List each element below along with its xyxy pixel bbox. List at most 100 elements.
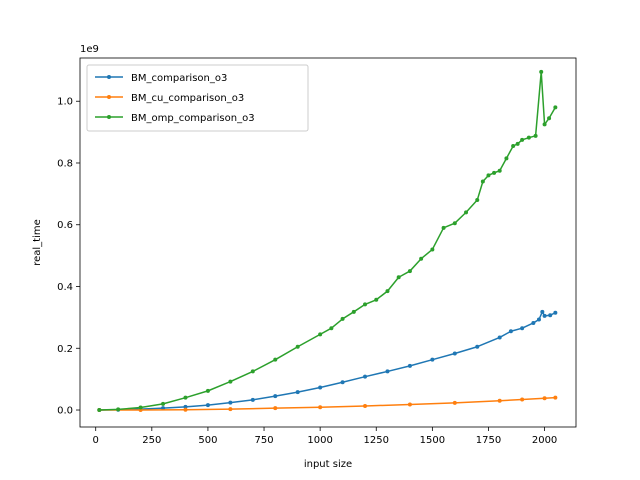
x-tick-label: 750 — [254, 435, 273, 446]
data-point — [385, 369, 390, 374]
data-point — [553, 310, 558, 315]
data-point — [452, 221, 457, 226]
x-tick-label: 500 — [198, 435, 217, 446]
series-BM_cu_comparison_o3 — [97, 395, 558, 413]
y-tick-label: 0.8 — [57, 158, 73, 169]
data-point — [250, 397, 255, 402]
data-point — [396, 275, 401, 280]
y-tick-label: 1.0 — [57, 97, 73, 108]
data-point — [520, 397, 525, 402]
data-point — [464, 210, 469, 215]
data-point — [542, 396, 547, 401]
data-point — [430, 357, 435, 362]
series-BM_comparison_o3 — [97, 309, 558, 413]
data-point — [363, 374, 368, 379]
data-point — [250, 369, 255, 374]
data-point — [97, 408, 102, 413]
legend-swatch-marker — [107, 115, 111, 119]
data-point — [295, 344, 300, 349]
data-point — [419, 256, 424, 261]
data-point — [407, 402, 412, 407]
legend-item: BM_cu_comparison_o3 — [95, 93, 244, 104]
data-point — [273, 357, 278, 362]
data-point — [531, 320, 536, 325]
data-point — [363, 404, 368, 409]
data-point — [116, 407, 121, 412]
data-point — [508, 329, 513, 334]
data-point — [497, 335, 502, 340]
x-axis-label: input size — [304, 459, 352, 470]
data-point — [374, 297, 379, 302]
data-point — [273, 394, 278, 399]
data-point — [407, 269, 412, 274]
data-point — [497, 168, 502, 173]
data-point — [511, 144, 516, 149]
x-tick-label: 1250 — [364, 435, 389, 446]
legend-box — [86, 64, 309, 132]
y-axis: 0.0 0.2 0.4 0.6 0.8 1.0 — [57, 97, 80, 417]
data-point — [553, 105, 558, 110]
y-tick-label: 0.6 — [57, 220, 73, 231]
data-point — [385, 289, 390, 294]
data-point — [340, 380, 345, 385]
y-tick-label: 0.0 — [57, 406, 73, 417]
data-point — [351, 309, 356, 314]
x-tick-label: 1000 — [307, 435, 332, 446]
data-point — [295, 390, 300, 395]
x-tick-label: 0 — [93, 435, 99, 446]
data-point — [542, 122, 547, 127]
data-point — [407, 363, 412, 368]
legend-label: BM_cu_comparison_o3 — [131, 93, 244, 104]
data-point — [161, 401, 166, 406]
plot-area-frame — [79, 57, 577, 428]
data-point — [441, 225, 446, 230]
data-point — [533, 133, 538, 138]
data-point — [452, 351, 457, 356]
data-point — [536, 317, 541, 322]
x-tick-label: 1500 — [420, 435, 445, 446]
data-point — [273, 406, 278, 411]
data-point — [539, 69, 544, 74]
data-point — [318, 332, 323, 337]
data-point — [228, 379, 233, 384]
y-axis-offset-label: 1e9 — [80, 44, 99, 55]
y-tick-label: 0.4 — [57, 282, 73, 293]
data-point — [452, 400, 457, 405]
x-tick-label: 1750 — [476, 435, 501, 446]
data-point — [486, 173, 491, 178]
data-point — [520, 137, 525, 142]
legend-label: BM_omp_comparison_o3 — [131, 113, 255, 124]
data-point — [183, 404, 188, 409]
data-point — [138, 405, 143, 410]
data-point — [183, 395, 188, 400]
data-point — [430, 247, 435, 252]
legend-item: BM_omp_comparison_o3 — [95, 113, 255, 124]
data-point — [492, 170, 497, 175]
x-tick-label: 250 — [142, 435, 161, 446]
series-BM_omp_comparison_o3 — [97, 69, 558, 413]
legend-swatch-marker — [107, 75, 111, 79]
data-point — [329, 326, 334, 331]
legend-swatch-marker — [107, 95, 111, 99]
data-point — [340, 316, 345, 321]
data-point — [228, 400, 233, 405]
data-point — [228, 407, 233, 412]
data-point — [205, 403, 210, 408]
data-point — [504, 156, 509, 161]
legend: BM_comparison_o3 BM_cu_comparison_o3 BM_om… — [86, 64, 309, 132]
x-axis: 0 250 500 750 1000 1250 1500 1750 2000 — [93, 427, 557, 446]
y-tick-label: 0.2 — [57, 344, 73, 355]
x-tick-label: 2000 — [532, 435, 557, 446]
data-point — [497, 398, 502, 403]
data-point — [205, 388, 210, 393]
data-point — [548, 313, 553, 318]
data-point — [318, 405, 323, 410]
data-point — [526, 135, 531, 140]
series-layer — [97, 69, 558, 413]
data-point — [520, 326, 525, 331]
data-point — [515, 141, 520, 146]
data-point — [480, 179, 485, 184]
data-point — [475, 344, 480, 349]
